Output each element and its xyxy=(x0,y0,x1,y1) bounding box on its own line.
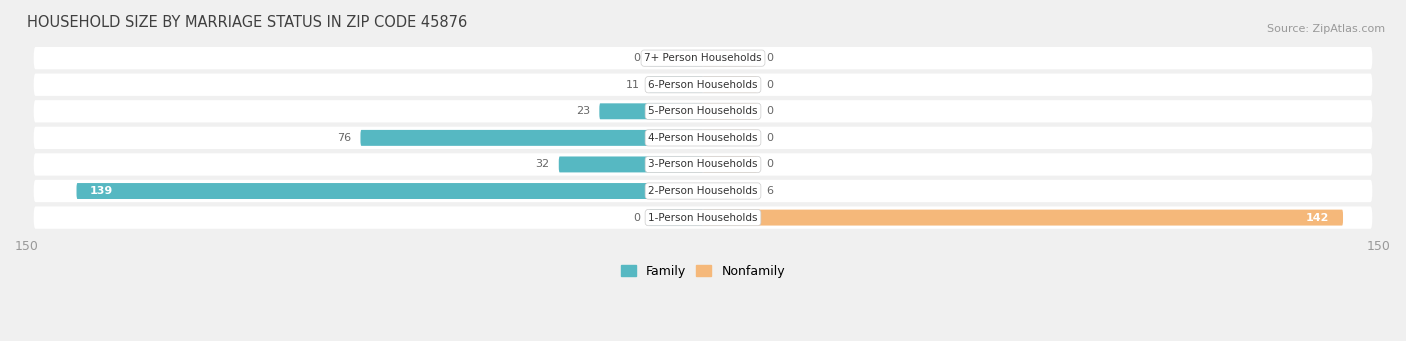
FancyBboxPatch shape xyxy=(34,127,1372,149)
Text: 0: 0 xyxy=(633,53,640,63)
Text: 139: 139 xyxy=(90,186,114,196)
Text: 76: 76 xyxy=(337,133,352,143)
Text: 2-Person Households: 2-Person Households xyxy=(648,186,758,196)
FancyBboxPatch shape xyxy=(34,47,1372,69)
Text: 7+ Person Households: 7+ Person Households xyxy=(644,53,762,63)
Text: 0: 0 xyxy=(766,160,773,169)
FancyBboxPatch shape xyxy=(34,206,1372,229)
FancyBboxPatch shape xyxy=(703,130,756,146)
Text: HOUSEHOLD SIZE BY MARRIAGE STATUS IN ZIP CODE 45876: HOUSEHOLD SIZE BY MARRIAGE STATUS IN ZIP… xyxy=(27,15,467,30)
Text: Source: ZipAtlas.com: Source: ZipAtlas.com xyxy=(1267,24,1385,34)
Text: 6-Person Households: 6-Person Households xyxy=(648,80,758,90)
Text: 0: 0 xyxy=(633,212,640,223)
Text: 5-Person Households: 5-Person Households xyxy=(648,106,758,116)
Text: 6: 6 xyxy=(766,186,773,196)
FancyBboxPatch shape xyxy=(650,77,703,93)
FancyBboxPatch shape xyxy=(703,77,756,93)
Legend: Family, Nonfamily: Family, Nonfamily xyxy=(616,260,790,283)
FancyBboxPatch shape xyxy=(558,157,703,173)
FancyBboxPatch shape xyxy=(650,50,703,66)
FancyBboxPatch shape xyxy=(360,130,703,146)
FancyBboxPatch shape xyxy=(703,183,756,199)
FancyBboxPatch shape xyxy=(703,50,756,66)
Text: 0: 0 xyxy=(766,133,773,143)
FancyBboxPatch shape xyxy=(34,180,1372,202)
Text: 32: 32 xyxy=(536,160,550,169)
FancyBboxPatch shape xyxy=(599,103,703,119)
FancyBboxPatch shape xyxy=(34,153,1372,176)
Text: 23: 23 xyxy=(576,106,591,116)
FancyBboxPatch shape xyxy=(703,157,756,173)
Text: 0: 0 xyxy=(766,80,773,90)
Text: 3-Person Households: 3-Person Households xyxy=(648,160,758,169)
Text: 1-Person Households: 1-Person Households xyxy=(648,212,758,223)
FancyBboxPatch shape xyxy=(650,210,703,225)
Text: 4-Person Households: 4-Person Households xyxy=(648,133,758,143)
FancyBboxPatch shape xyxy=(34,74,1372,96)
Text: 142: 142 xyxy=(1306,212,1330,223)
Text: 0: 0 xyxy=(766,53,773,63)
Text: 0: 0 xyxy=(766,106,773,116)
FancyBboxPatch shape xyxy=(703,210,1343,225)
Text: 11: 11 xyxy=(626,80,640,90)
FancyBboxPatch shape xyxy=(703,103,756,119)
FancyBboxPatch shape xyxy=(76,183,703,199)
FancyBboxPatch shape xyxy=(34,100,1372,122)
